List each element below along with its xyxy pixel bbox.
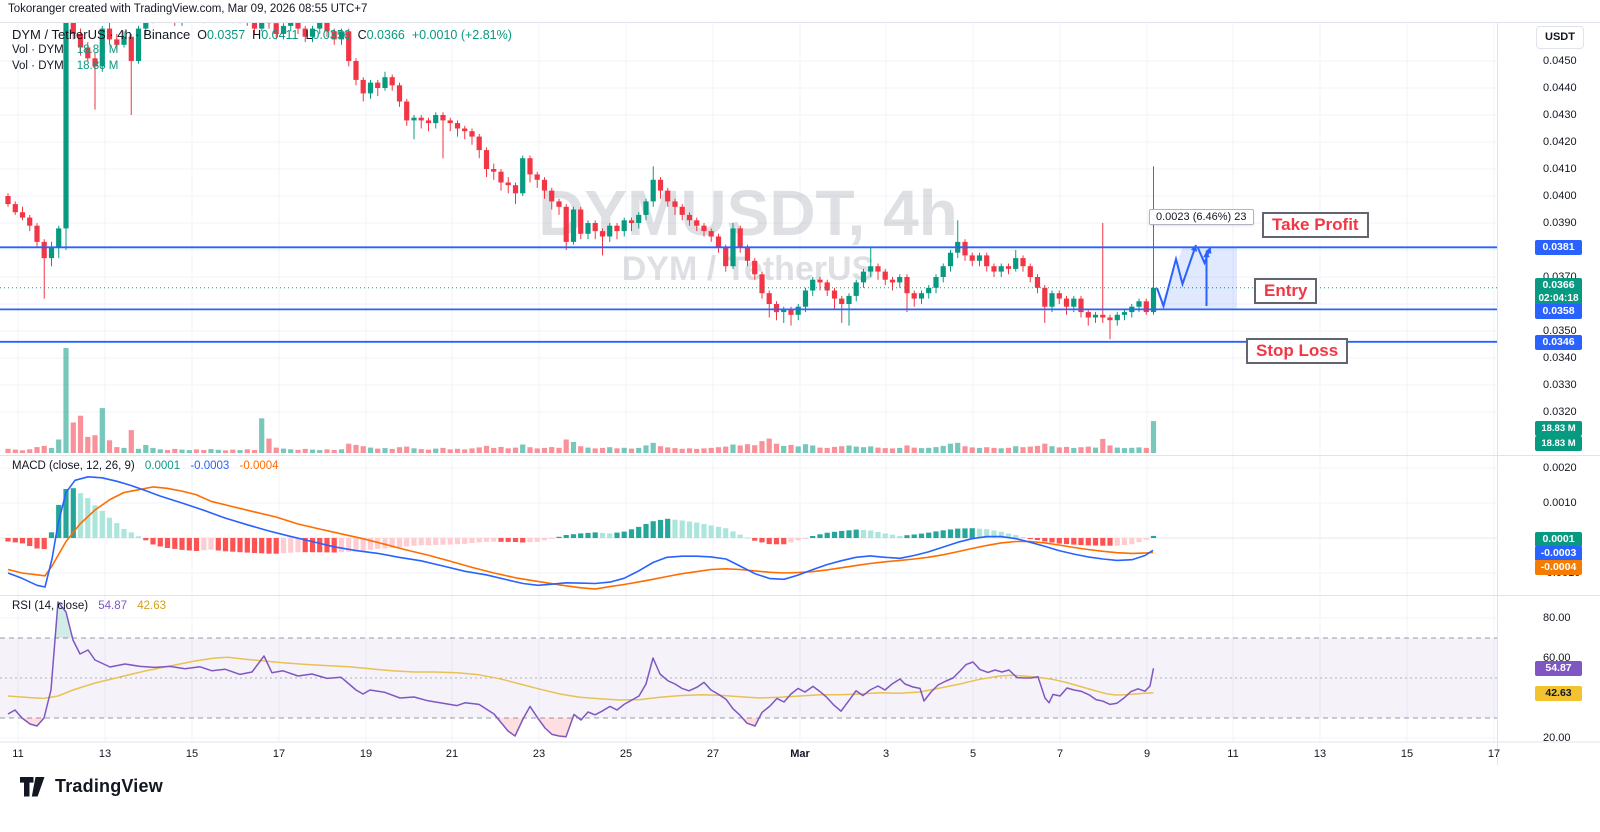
time-tick-label: 11 — [1227, 748, 1239, 760]
time-tick-label: 13 — [98, 748, 112, 760]
low-value: 0.0356 — [312, 28, 351, 42]
rsi-badge: 54.87 — [1535, 661, 1582, 676]
macd-line-value: -0.0003 — [190, 460, 230, 472]
time-tick-label: 5 — [969, 748, 977, 760]
open-label: O — [197, 28, 207, 42]
rsi-legend[interactable]: RSI (14, close) 54.87 42.63 — [12, 600, 166, 612]
volume-legend-1[interactable]: Vol · DYM 18.83 M — [12, 44, 118, 56]
attribution-text: Tokoranger created with TradingView.com,… — [8, 3, 368, 15]
time-tick-label: 21 — [445, 748, 459, 760]
time-tick-label: 3 — [882, 748, 890, 760]
low-label: L — [305, 28, 313, 42]
price-tick-label: 0.0340 — [1543, 352, 1577, 364]
entry-price-badge: 0.0358 — [1535, 304, 1582, 319]
time-tick-label: Mar — [790, 748, 810, 760]
entry-label[interactable]: Entry — [1254, 278, 1318, 304]
price-tick-label: 0.0450 — [1543, 55, 1577, 67]
price-tick-label: 0.0390 — [1543, 217, 1577, 229]
high-label: H — [252, 28, 262, 42]
take-profit-label[interactable]: Take Profit — [1262, 212, 1369, 238]
symbol-title[interactable]: DYM / TetherUS · 4h · Binance — [12, 27, 191, 42]
stop-loss-label[interactable]: Stop Loss — [1246, 338, 1349, 364]
time-tick-label: 15 — [1400, 748, 1414, 760]
time-tick-label: 17 — [1487, 748, 1501, 760]
rsi-ma-badge: 42.63 — [1535, 686, 1582, 701]
price-tick-label: 0.0440 — [1543, 82, 1577, 94]
rsi-tick-label: 80.00 — [1543, 612, 1571, 624]
time-tick-label: 7 — [1056, 748, 1064, 760]
price-tick-label: 0.0350 — [1543, 325, 1577, 337]
time-tick-label: 15 — [185, 748, 199, 760]
tradingview-wordmark: TradingView — [55, 776, 163, 796]
current-price-value: 0.0366 — [1542, 279, 1575, 291]
macd-signal-value: -0.0004 — [239, 460, 279, 472]
time-tick-label: 27 — [706, 748, 720, 760]
symbol-legend[interactable]: DYM / TetherUS · 4h · Binance O0.0357 H0… — [12, 27, 512, 42]
volume-legend-2-label: Vol · DYM — [12, 60, 64, 72]
close-value: 0.0366 — [366, 28, 405, 42]
price-tick-label: 0.0420 — [1543, 136, 1577, 148]
volume-legend-2[interactable]: Vol · DYM 18.83 M — [12, 60, 118, 72]
open-value: 0.0357 — [206, 28, 246, 42]
volume-badge-1: 18.83 M — [1535, 421, 1582, 436]
volume-legend-2-value: 18.83 M — [76, 60, 119, 72]
time-tick-label: 9 — [1143, 748, 1151, 760]
macd-tick-label: 0.0020 — [1543, 462, 1577, 474]
macd-legend-title[interactable]: MACD (close, 12, 26, 9) — [12, 460, 135, 472]
currency-toggle-button[interactable]: USDT — [1536, 26, 1584, 49]
tradingview-logo-icon — [20, 776, 45, 796]
price-tick-label: 0.0410 — [1543, 163, 1577, 175]
ohlc-values: O0.0357 H0.0411 L0.0356 C0.0366 +0.0010 … — [197, 28, 512, 42]
price-tick-label: 0.0320 — [1543, 406, 1577, 418]
svg-text:DYMUSDT, 4h: DYMUSDT, 4h — [538, 177, 958, 249]
time-tick-label: 23 — [532, 748, 546, 760]
macd-tick-label: 0.0010 — [1543, 497, 1577, 509]
time-tick-label: 25 — [619, 748, 633, 760]
time-tick-label: 13 — [1313, 748, 1327, 760]
rsi-tick-label: 20.00 — [1543, 732, 1571, 744]
price-tick-label: 0.0400 — [1543, 190, 1577, 202]
rsi-value: 54.87 — [98, 600, 128, 612]
macd-hist-value: 0.0001 — [144, 460, 181, 472]
time-tick-label: 19 — [359, 748, 373, 760]
take-profit-price-badge: 0.0381 — [1535, 240, 1582, 255]
rsi-ma-value: 42.63 — [137, 600, 167, 612]
stop-loss-price-badge: 0.0346 — [1535, 335, 1582, 350]
price-tick-label: 0.0330 — [1543, 379, 1577, 391]
close-label: C — [357, 28, 367, 42]
volume-legend-1-value: 18.83 M — [76, 44, 119, 56]
rsi-legend-title[interactable]: RSI (14, close) — [12, 600, 89, 612]
price-tick-label: 0.0430 — [1543, 109, 1577, 121]
change-value: +0.0010 (+2.81%) — [411, 28, 512, 42]
bar-countdown: 02:04:18 — [1538, 293, 1579, 304]
macd-hist-badge: 0.0001 — [1535, 532, 1582, 547]
tradingview-footer[interactable]: TradingView — [20, 776, 163, 797]
macd-signal-badge: -0.0004 — [1535, 560, 1582, 575]
time-tick-label: 11 — [12, 748, 24, 760]
measurement-tooltip: 0.0023 (6.46%) 23 — [1149, 209, 1254, 225]
current-price-badge: 0.0366 02:04:18 — [1535, 278, 1582, 307]
price-axis-border — [1497, 22, 1498, 765]
macd-line-badge: -0.0003 — [1535, 546, 1582, 561]
volume-badge-2: 18.83 M — [1535, 436, 1582, 451]
macd-legend[interactable]: MACD (close, 12, 26, 9) 0.0001 -0.0003 -… — [12, 460, 279, 472]
volume-legend-1-label: Vol · DYM — [12, 44, 64, 56]
high-value: 0.0411 — [261, 28, 299, 42]
time-tick-label: 17 — [272, 748, 286, 760]
